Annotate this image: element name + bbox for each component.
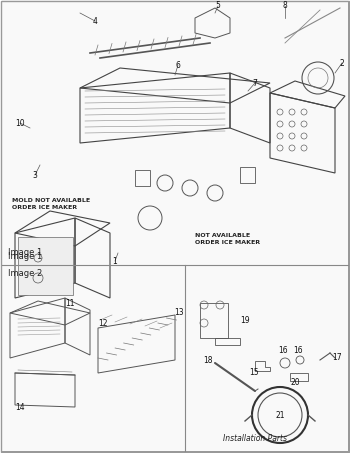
Text: 4: 4	[92, 16, 97, 25]
Text: 19: 19	[240, 316, 250, 325]
Text: 5: 5	[216, 1, 220, 10]
Text: 15: 15	[249, 368, 259, 377]
Text: 16: 16	[293, 346, 303, 355]
Bar	[18, 237, 73, 295]
Text: 20: 20	[290, 378, 300, 387]
Bar	[2, 265, 348, 451]
Text: 7: 7	[253, 78, 258, 87]
Text: MOLD NOT AVAILABLE
ORDER ICE MAKER: MOLD NOT AVAILABLE ORDER ICE MAKER	[12, 198, 90, 210]
Text: 6: 6	[176, 61, 181, 69]
Text: Image 2: Image 2	[8, 269, 42, 278]
Text: 12: 12	[98, 319, 107, 328]
Text: 21: 21	[275, 410, 285, 419]
Text: NOT AVAILABLE
ORDER ICE MAKER: NOT AVAILABLE ORDER ICE MAKER	[195, 233, 260, 245]
Text: 10: 10	[15, 119, 25, 127]
Text: 14: 14	[15, 403, 24, 412]
Bar	[2, 0, 348, 265]
Text: 11: 11	[65, 299, 75, 308]
Text: Image 1: Image 1	[8, 248, 42, 257]
Text: 13: 13	[174, 308, 184, 317]
Text: 18: 18	[203, 356, 213, 365]
Bar	[240, 167, 255, 183]
Bar	[135, 170, 150, 186]
Text: 16: 16	[278, 346, 288, 355]
Text: Image 1: Image 1	[8, 252, 42, 261]
Text: 2: 2	[340, 58, 344, 67]
Text: 3: 3	[33, 170, 37, 179]
Bar	[200, 303, 228, 338]
Text: 8: 8	[283, 1, 287, 10]
Text: 17: 17	[332, 353, 342, 362]
Text: Installation Parts: Installation Parts	[223, 434, 287, 443]
Text: 1: 1	[113, 256, 117, 265]
